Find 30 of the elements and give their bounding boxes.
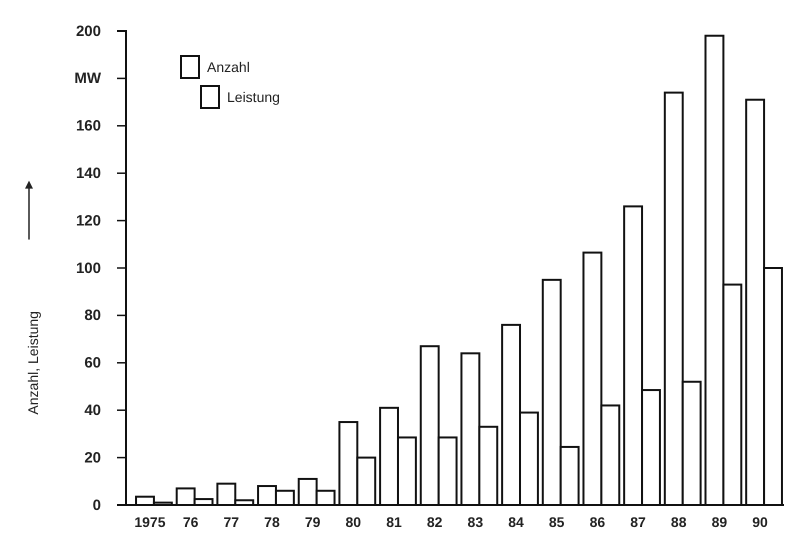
x-tick-label: 87 (630, 514, 646, 530)
x-tick-label: 78 (264, 514, 280, 530)
y-tick-label: 0 (92, 496, 101, 514)
x-tick-label: 82 (426, 514, 443, 530)
x-tick-label: 85 (548, 514, 565, 530)
x-tick-label: 79 (304, 514, 321, 530)
x-tick-label: 80 (346, 514, 362, 530)
legend-label: Anzahl (207, 59, 250, 75)
y-tick-label: 120 (76, 212, 101, 230)
y-tick-label: 140 (76, 165, 101, 182)
y-tick-label: 160 (76, 118, 101, 135)
y-tick-label: 100 (76, 260, 101, 277)
y-tick-label: 20 (84, 449, 101, 466)
x-tick-label: 76 (182, 514, 199, 530)
x-tick-label: 83 (468, 514, 484, 530)
y-axis-title: Anzahl, Leistung (25, 311, 41, 415)
x-tick-label: 77 (223, 514, 240, 530)
y-tick-label: 80 (84, 307, 101, 324)
x-tick-label: 1975 (134, 514, 166, 530)
x-tick-label: 81 (386, 514, 402, 530)
legend-label: Leistung (227, 89, 280, 105)
x-tick-label: 88 (670, 514, 687, 530)
x-tick-label: 89 (712, 514, 728, 530)
y-tick-label: MW (74, 70, 102, 88)
y-tick-label: 40 (84, 402, 101, 419)
x-tick-label: 84 (508, 514, 524, 530)
x-tick-label: 86 (590, 514, 606, 530)
y-tick-label: 200 (76, 22, 101, 40)
y-tick-label: 60 (84, 354, 101, 372)
x-tick-label: 90 (752, 514, 768, 530)
